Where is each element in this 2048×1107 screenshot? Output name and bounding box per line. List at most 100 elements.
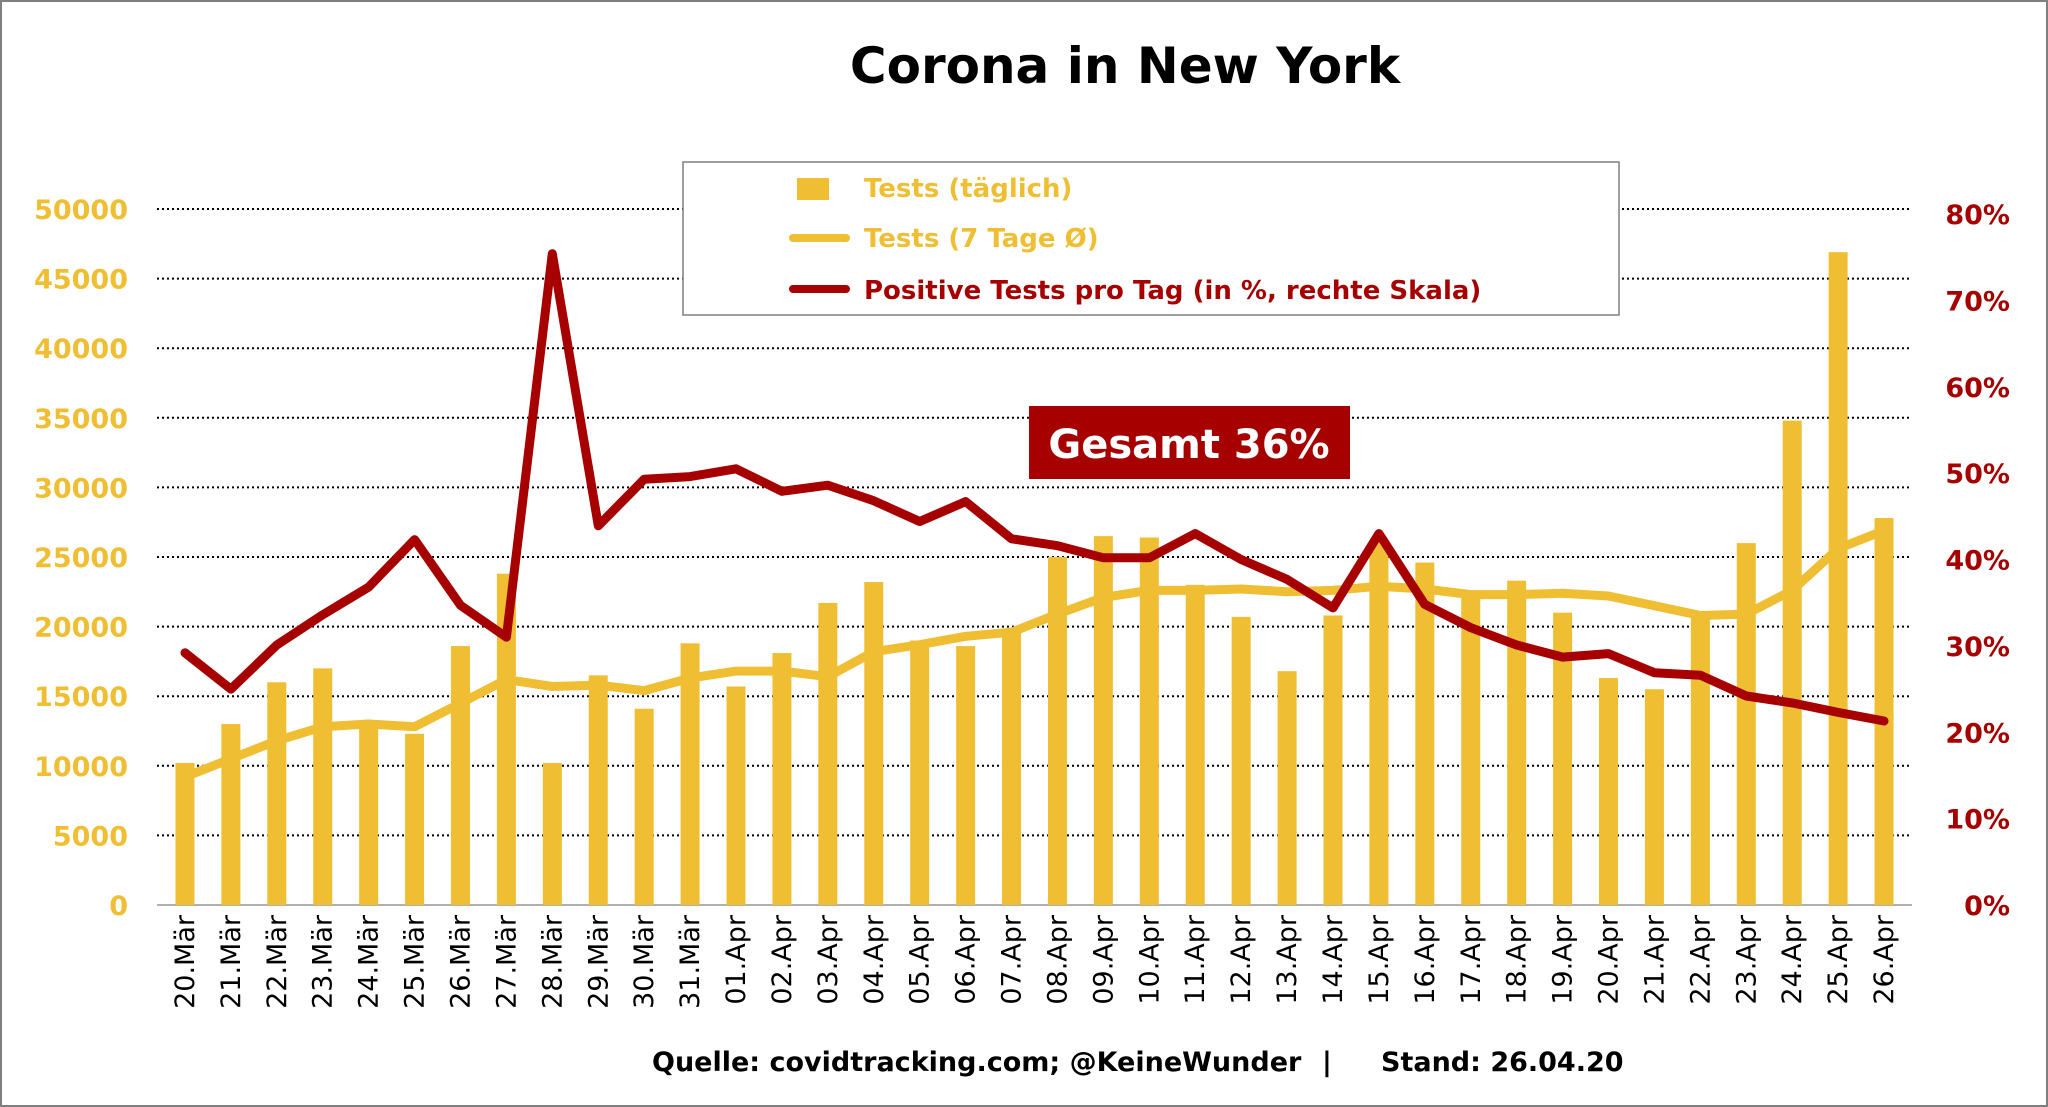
- y-right-tick-label: 0%: [1964, 891, 2010, 922]
- x-tick-label: 20.Apr: [1594, 914, 1625, 1005]
- x-tick-label: 26.Apr: [1869, 914, 1900, 1005]
- bar-tests-daily: [1828, 252, 1848, 906]
- y-left-tick-label: 15000: [34, 682, 128, 713]
- bar-tests-daily: [359, 726, 379, 905]
- bar-tests-daily: [864, 582, 884, 905]
- y-right-tick-label: 20%: [1945, 718, 2010, 749]
- chart-title: Corona in New York: [850, 37, 1402, 95]
- bar-tests-daily: [1553, 612, 1573, 905]
- x-tick-label: 23.Apr: [1731, 914, 1762, 1005]
- bar-series-tests-daily: [175, 252, 1894, 906]
- legend-label-positive-pct: Positive Tests pro Tag (in %, rechte Ska…: [864, 276, 1481, 306]
- bar-tests-daily: [910, 640, 930, 905]
- x-tick-label: 16.Apr: [1410, 914, 1441, 1005]
- y-right-tick-label: 60%: [1945, 373, 2010, 404]
- y-left-tick-label: 50000: [34, 195, 128, 226]
- x-tick-label: 01.Apr: [721, 914, 752, 1005]
- bar-tests-daily: [1277, 671, 1297, 905]
- footer: Quelle: covidtracking.com; @KeineWunder …: [652, 1047, 1624, 1078]
- y-left-tick-label: 35000: [34, 404, 128, 435]
- bar-tests-daily: [1782, 420, 1802, 905]
- bar-tests-daily: [1047, 557, 1067, 905]
- y-left-tick-label: 10000: [34, 752, 128, 783]
- x-tick-label: 26.Mär: [445, 914, 476, 1009]
- bar-tests-daily: [175, 763, 195, 905]
- x-tick-label: 23.Mär: [308, 914, 339, 1009]
- x-tick-label: 11.Apr: [1180, 914, 1211, 1005]
- bar-tests-daily: [1093, 536, 1113, 905]
- x-tick-label: 30.Mär: [629, 914, 660, 1009]
- line-series-positive-pct: [180, 249, 1889, 726]
- x-tick-label: 25.Mär: [400, 914, 431, 1009]
- bar-tests-daily: [1461, 597, 1481, 905]
- x-tick-label: 27.Mär: [491, 914, 522, 1009]
- bar-tests-daily: [267, 682, 287, 905]
- bar-tests-daily: [1139, 537, 1159, 905]
- bar-tests-daily: [726, 686, 746, 905]
- legend-swatch-tests-daily: [797, 178, 829, 200]
- footer-separator: |: [1322, 1047, 1332, 1078]
- x-tick-label: 05.Apr: [905, 914, 936, 1005]
- y-left-tick-label: 40000: [34, 334, 128, 365]
- bar-tests-daily: [221, 724, 241, 905]
- bar-tests-daily: [313, 668, 333, 905]
- y-left-tick-label: 45000: [34, 265, 128, 296]
- y-right-tick-label: 70%: [1945, 286, 2010, 317]
- x-tick-label: 21.Mär: [216, 914, 247, 1009]
- bar-tests-daily: [1874, 518, 1894, 905]
- line-series-tests-7day: [180, 526, 1889, 782]
- y-left-tick-label: 0: [109, 891, 128, 922]
- x-tick-label: 13.Apr: [1272, 914, 1303, 1005]
- x-axis: 20.Mär 21.Mär 22.Mär 23.Mär 24.Mär 25.Mär 26.M…: [170, 914, 1900, 1009]
- x-tick-label: 24.Mär: [354, 914, 385, 1009]
- bar-tests-daily: [1690, 615, 1710, 905]
- line-tests-7day: [180, 526, 1889, 782]
- x-tick-label: 06.Apr: [951, 914, 982, 1005]
- x-tick-label: 03.Apr: [813, 914, 844, 1005]
- footer-source: Quelle: covidtracking.com; @KeineWunder: [652, 1047, 1302, 1078]
- y-left-tick-label: 25000: [34, 543, 128, 574]
- x-tick-label: 19.Apr: [1548, 914, 1579, 1005]
- annotation-badge-background: [1029, 406, 1350, 479]
- grid: [157, 208, 1912, 906]
- bar-tests-daily: [450, 646, 470, 905]
- x-tick-label: 25.Apr: [1823, 914, 1854, 1005]
- x-tick-label: 21.Apr: [1639, 914, 1670, 1005]
- bar-tests-daily: [1415, 562, 1435, 905]
- x-tick-label: 15.Apr: [1364, 914, 1395, 1005]
- x-tick-label: 17.Apr: [1456, 914, 1487, 1005]
- y-right-tick-label: 10%: [1945, 805, 2010, 836]
- x-tick-label: 20.Mär: [170, 914, 201, 1009]
- footer-date: Stand: 26.04.20: [1381, 1047, 1624, 1078]
- x-tick-label: 09.Apr: [1088, 914, 1119, 1005]
- bar-tests-daily: [588, 675, 608, 905]
- y-right-tick-label: 50%: [1945, 459, 2010, 490]
- x-tick-label: 10.Apr: [1134, 914, 1165, 1005]
- x-tick-label: 12.Apr: [1226, 914, 1257, 1005]
- bar-tests-daily: [405, 733, 425, 905]
- bar-tests-daily: [680, 643, 700, 905]
- bar-tests-daily: [1369, 541, 1389, 905]
- y-right-tick-label: 30%: [1945, 632, 2010, 663]
- bar-tests-daily: [1185, 584, 1205, 905]
- x-tick-label: 08.Apr: [1042, 914, 1073, 1005]
- x-tick-label: 29.Mär: [583, 914, 614, 1009]
- bar-tests-daily: [1507, 580, 1527, 905]
- x-tick-label: 22.Mär: [262, 914, 293, 1009]
- bar-tests-daily: [772, 653, 792, 905]
- x-tick-label: 14.Apr: [1318, 914, 1349, 1005]
- annotation-badge: Gesamt 36%: [1029, 406, 1350, 479]
- y-left-tick-label: 5000: [53, 821, 128, 852]
- x-tick-label: 31.Mär: [675, 914, 706, 1009]
- x-tick-label: 22.Apr: [1685, 914, 1716, 1005]
- y-axis-right: 0% 10% 20% 30% 40% 50% 60% 70% 80%: [1945, 200, 2010, 922]
- x-tick-label: 28.Mär: [537, 914, 568, 1009]
- x-tick-label: 07.Apr: [997, 914, 1028, 1005]
- x-tick-label: 24.Apr: [1777, 914, 1808, 1005]
- y-right-tick-label: 80%: [1945, 200, 2010, 231]
- y-right-tick-label: 40%: [1945, 546, 2010, 577]
- y-left-tick-label: 30000: [34, 473, 128, 504]
- y-left-tick-label: 20000: [34, 613, 128, 644]
- bar-tests-daily: [818, 602, 838, 905]
- bar-tests-daily: [1599, 678, 1619, 905]
